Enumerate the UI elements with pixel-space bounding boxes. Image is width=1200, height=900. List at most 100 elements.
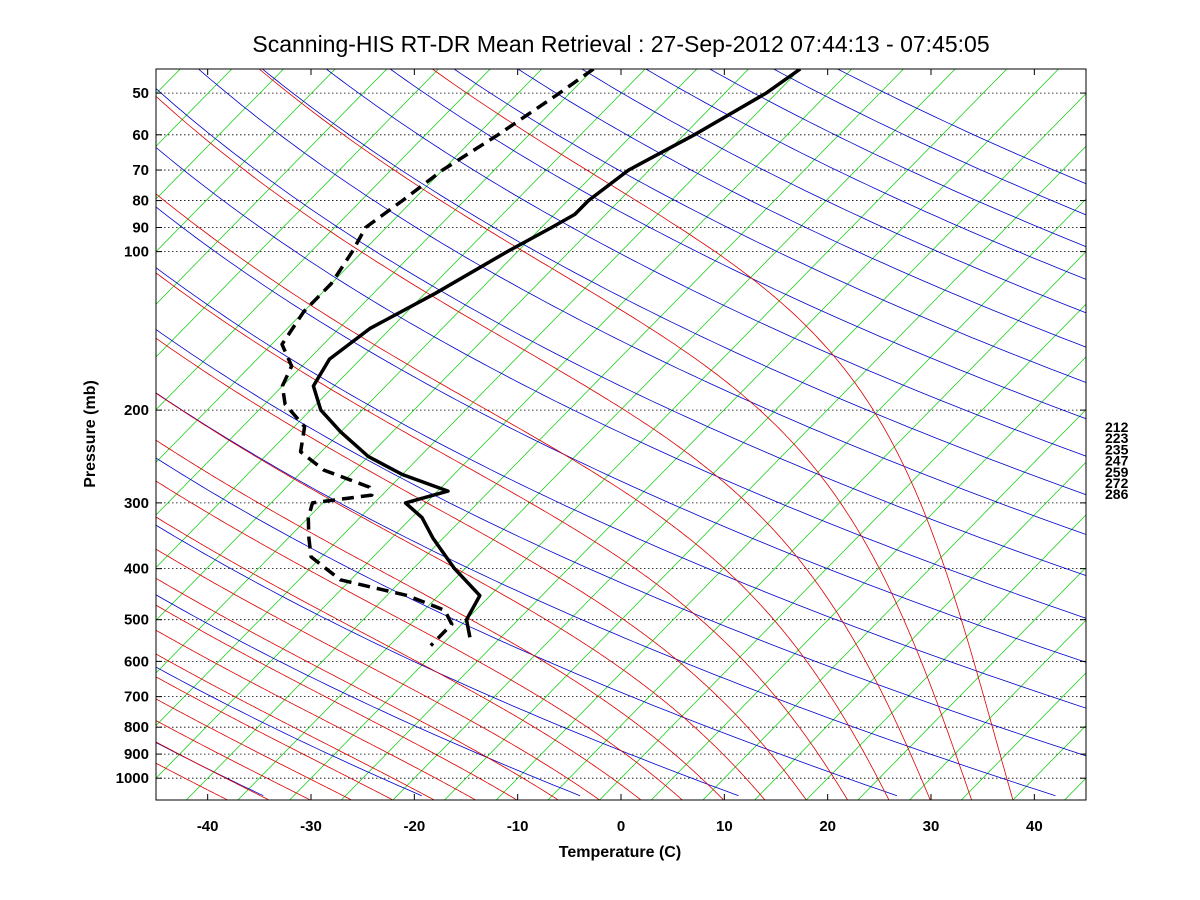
dry-adiabat-line (262, 69, 1086, 496)
dewpoint-profile-line (280, 69, 595, 647)
y-tick-label: 600 (124, 653, 149, 670)
isotherm-line (547, 251, 1086, 800)
isotherm-line (496, 198, 1086, 800)
dry-adiabat-line (517, 69, 1086, 348)
isotherm-line (0, 69, 25, 800)
isotherm-line (156, 69, 491, 411)
y-axis-label: Pressure (mb) (82, 380, 99, 488)
x-tick-label: 40 (1026, 818, 1043, 835)
x-tick-label: 20 (819, 818, 836, 835)
moist-adiabat-line (156, 698, 352, 800)
y-tick-label: 500 (124, 612, 149, 629)
dry-adiabat-line (389, 69, 1086, 420)
isotherm-line (1168, 69, 1200, 800)
x-tick-label: 10 (716, 818, 733, 835)
moist-adiabat-line (156, 762, 228, 800)
y-tick-label: 1000 (116, 770, 149, 787)
dry-adiabat-line (156, 267, 1086, 709)
moist-adiabat-line (156, 337, 807, 800)
moist-adiabat-line (156, 193, 890, 800)
dry-adiabat-line (198, 69, 1086, 535)
isotherm-line (1064, 777, 1086, 800)
plot-area (0, 69, 1200, 800)
y-tick-label: 900 (124, 746, 149, 763)
dry-adiabat-line (156, 666, 422, 797)
dry-adiabat-line (709, 69, 1086, 248)
moist-adiabat-line (156, 676, 394, 800)
y-tick-label: 300 (124, 495, 149, 512)
y-tick-label: 100 (124, 244, 149, 261)
moist-adiabat-line (156, 516, 642, 800)
dry-adiabat-line (645, 69, 1086, 280)
dry-adiabat-line (581, 69, 1086, 314)
isotherm-line (156, 69, 594, 516)
y-tick-label: 60 (132, 127, 149, 144)
y-tick-label: 400 (124, 561, 149, 578)
dry-adiabat-line (156, 457, 898, 797)
isotherm-line (156, 69, 646, 569)
dry-adiabat-line (156, 146, 1086, 619)
isotherm-line (1116, 69, 1200, 800)
isotherm-line (156, 69, 801, 727)
dry-adiabat-line (453, 69, 1086, 383)
isotherm-line (156, 69, 233, 147)
y-axis: 50 60 70 80 90 100 200 300 400 500 600 700 800 900 100… (116, 85, 1086, 787)
isobar-grid (156, 92, 1086, 779)
dry-adiabat-line (156, 206, 1086, 663)
dry-adiabat-line (326, 69, 1086, 457)
theta-e-label: 259 (1105, 464, 1129, 480)
theta-e-label: 223 (1105, 430, 1129, 446)
moist-adiabat-line (156, 720, 311, 800)
temperature-profile-line (311, 69, 802, 638)
isotherm-line (156, 69, 749, 674)
dry-adiabat-line (156, 88, 1086, 577)
profile-series (280, 69, 802, 647)
dry-adiabat-line (773, 69, 1086, 216)
y-tick-label: 70 (132, 162, 149, 179)
y-tick-label: 80 (132, 193, 149, 210)
theta-e-label: 247 (1105, 453, 1129, 469)
moist-adiabat-line (156, 741, 270, 800)
isotherm-line (156, 69, 284, 200)
isotherm-line (651, 356, 1086, 800)
isotherm-line (392, 93, 1086, 800)
x-tick-label: -20 (403, 818, 425, 835)
chart-title: Scanning-HIS RT-DR Mean Retrieval : 27-S… (252, 31, 989, 57)
moist-adiabat-line (431, 69, 1014, 800)
isotherm-line (754, 461, 1086, 800)
isotherm-line (156, 69, 388, 305)
y-tick-label: 700 (124, 689, 149, 706)
isotherm-line (156, 69, 439, 358)
y-tick-label: 200 (124, 402, 149, 419)
dry-adiabat-lines (156, 69, 1086, 797)
isotherm-line (289, 69, 1008, 800)
isotherm-line (156, 69, 543, 463)
x-axis: -40 -30 -20 -10 0 10 20 30 40 (197, 69, 1043, 835)
isotherm-line (806, 514, 1086, 800)
isotherm-line (186, 69, 904, 800)
isotherm-line (0, 69, 129, 800)
moist-adiabat-line (156, 272, 848, 800)
dry-adiabat-line (837, 69, 1086, 185)
isotherm-line (0, 69, 77, 800)
dry-adiabat-line (156, 392, 1056, 797)
isotherm-line (237, 69, 956, 800)
x-tick-label: -10 (507, 818, 529, 835)
isotherm-line (961, 672, 1086, 800)
isotherm-line (156, 69, 698, 621)
moist-adiabat-line (156, 439, 724, 800)
moist-adiabat-line (156, 548, 600, 800)
theta-e-label: 272 (1105, 475, 1129, 491)
y-tick-label: 800 (124, 719, 149, 736)
plot-frame (155, 68, 1087, 801)
moist-adiabat-line (156, 604, 518, 800)
isotherm-line (156, 69, 336, 253)
isotherm-line (702, 409, 1086, 800)
x-tick-label: 30 (923, 818, 940, 835)
dry-adiabat-line (156, 524, 739, 797)
x-axis-label: Temperature (C) (559, 844, 681, 861)
x-tick-label: 0 (617, 818, 625, 835)
moist-adiabat-lines (156, 69, 1014, 800)
